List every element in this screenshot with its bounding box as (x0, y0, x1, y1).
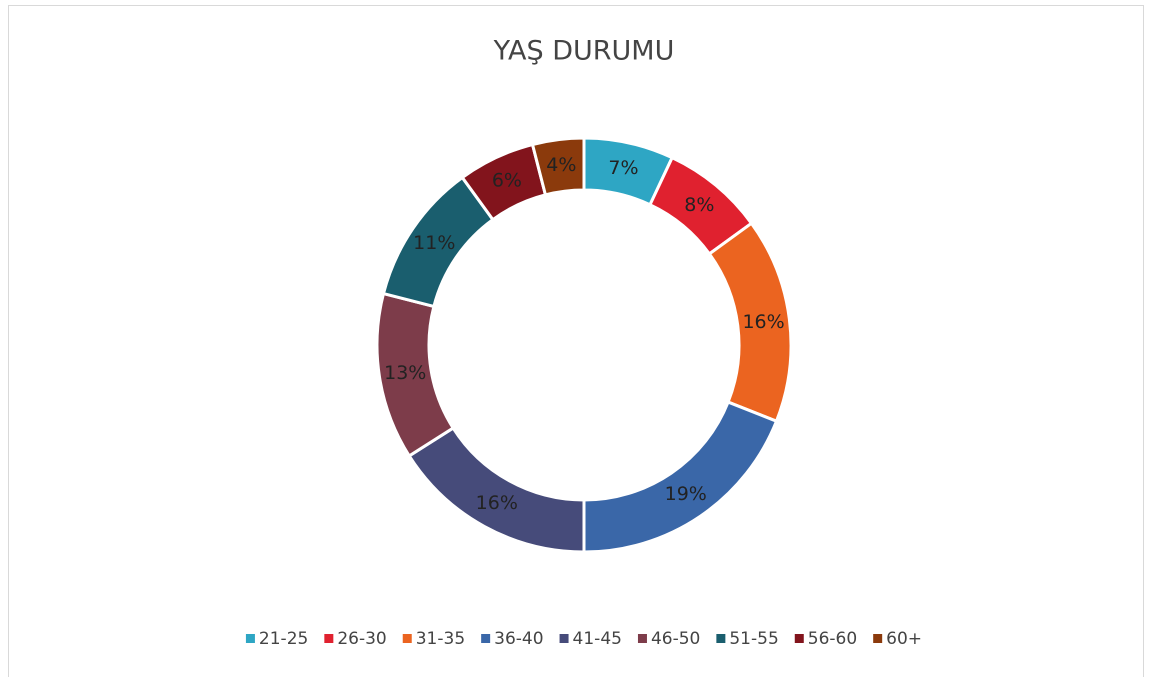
data-label: 16% (742, 311, 784, 333)
donut-segment (530, 136, 586, 197)
legend-label: 56-60 (808, 629, 857, 649)
legend-marker (245, 634, 255, 643)
legend-marker (794, 634, 804, 643)
legend-label: 26-30 (337, 629, 386, 649)
legend-marker (559, 634, 569, 643)
chart-title: YAŞ DURUMU (493, 36, 675, 67)
legend-label: 36-40 (494, 629, 543, 649)
legend-label: 21-25 (259, 629, 308, 649)
data-label: 16% (476, 492, 518, 514)
legend-marker (402, 634, 412, 643)
chart-border (8, 5, 1144, 677)
data-label: 7% (608, 157, 638, 179)
data-label: 8% (684, 194, 714, 216)
data-label: 13% (384, 362, 426, 384)
data-label: 4% (546, 154, 576, 176)
legend-label: 46-50 (651, 629, 700, 649)
legend-label: 41-45 (573, 629, 622, 649)
legend-marker (637, 634, 647, 643)
data-label: 6% (492, 170, 522, 192)
legend-marker (481, 634, 491, 643)
legend-marker (324, 634, 334, 643)
data-label: 19% (665, 483, 707, 505)
legend-label: 31-35 (416, 629, 465, 649)
legend-marker (716, 634, 726, 643)
data-label: 11% (413, 232, 455, 254)
legend-marker (873, 634, 883, 643)
legend-label: 60+ (886, 629, 922, 649)
legend-label: 51-55 (729, 629, 778, 649)
